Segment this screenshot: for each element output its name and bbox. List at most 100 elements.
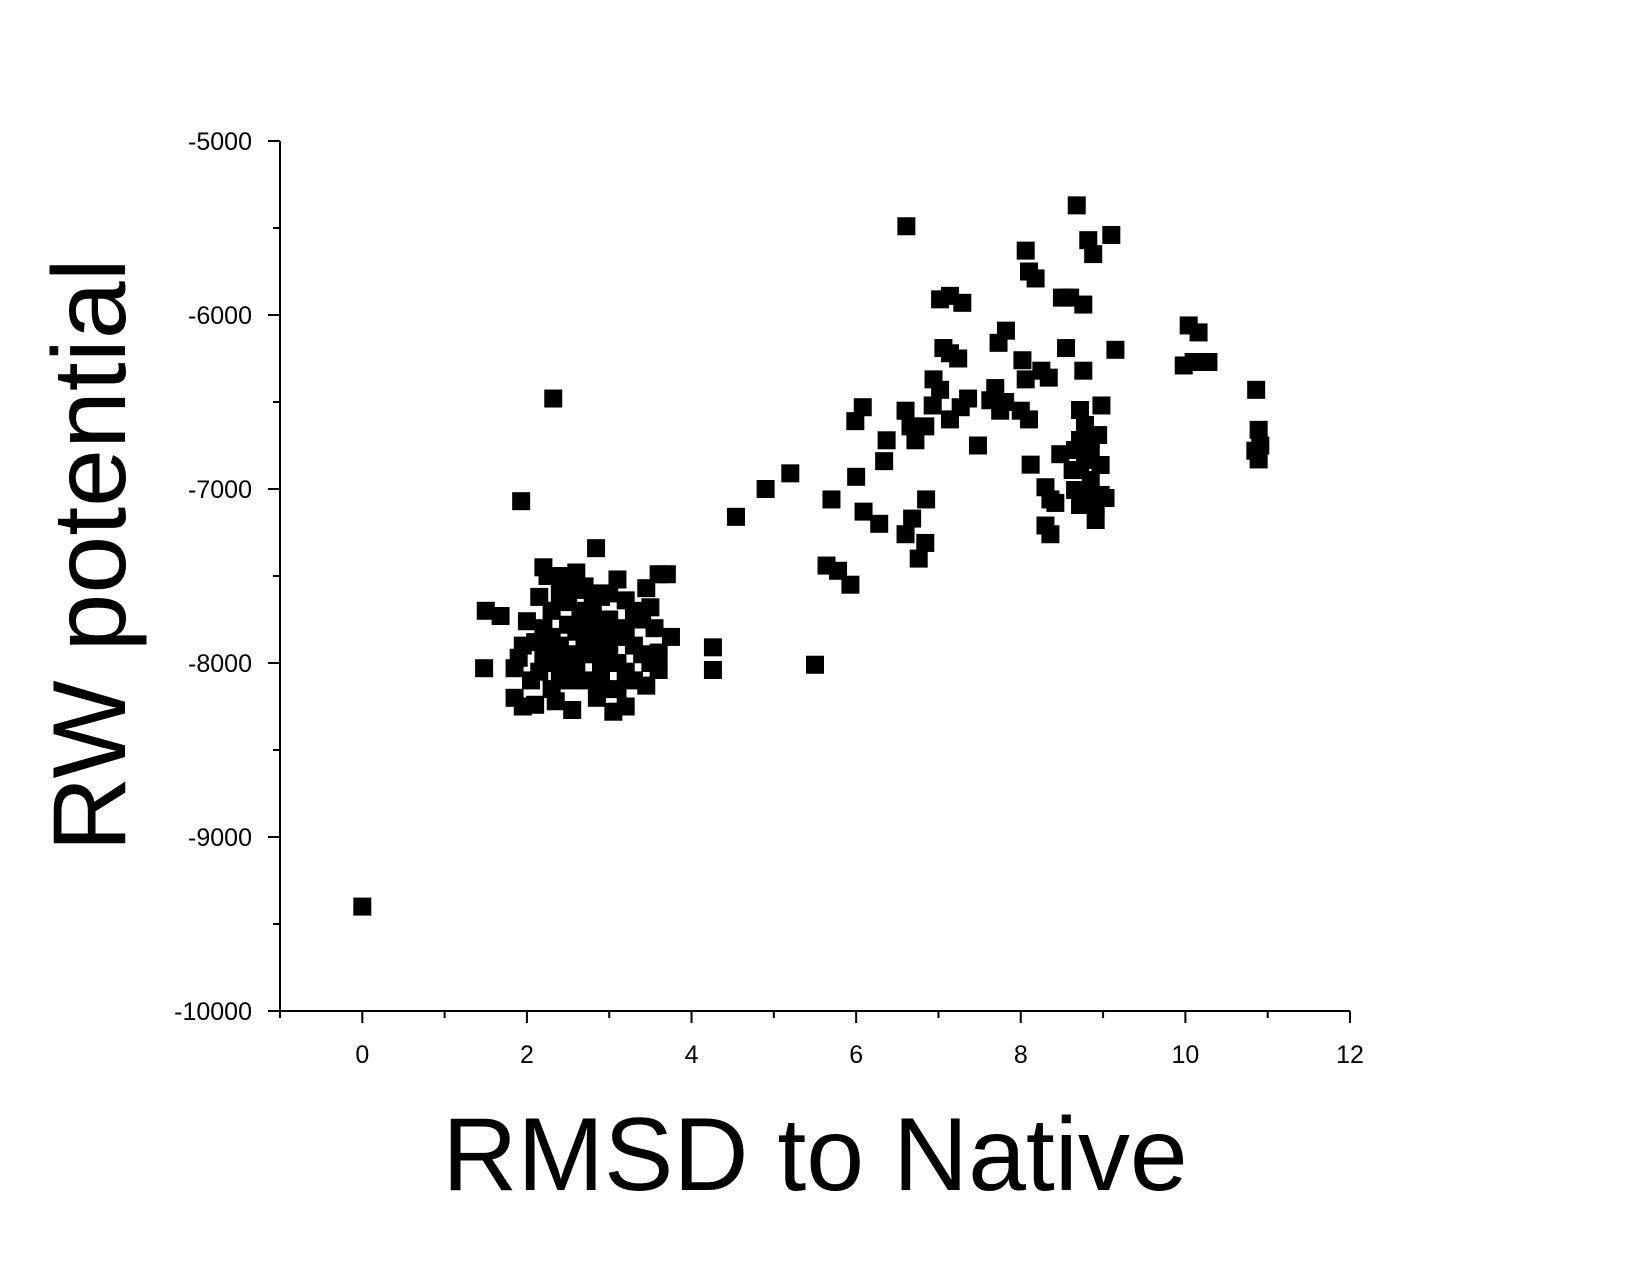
point [1246,441,1265,460]
point [1067,196,1086,215]
x-tick-label: 2 [520,1041,534,1069]
y-tick-label: -9000 [188,824,252,852]
point [475,659,494,678]
point [1102,225,1121,244]
point [661,627,680,646]
point [571,601,590,620]
point [1021,455,1040,474]
point [1013,351,1032,370]
point [645,619,664,638]
y-tick-label: -6000 [188,302,252,330]
point [616,619,635,638]
point [1051,445,1070,464]
y-tick-label: -7000 [188,476,252,504]
point [1089,426,1108,445]
point [916,533,935,552]
point [901,417,920,436]
point [1074,295,1093,314]
point [1071,401,1090,420]
point [703,638,722,657]
point [846,412,865,431]
point [1063,461,1082,480]
point [822,490,841,509]
point [953,293,972,312]
point [1189,323,1208,342]
point [596,636,615,655]
point [986,379,1005,398]
point [949,349,968,368]
x-axis-label: RMSD to Native [442,1097,1188,1213]
point [1026,269,1045,288]
point [1016,370,1035,389]
point [1184,352,1203,371]
point [897,217,916,236]
point [1041,525,1060,544]
y-tick-label: -8000 [188,650,252,678]
point [600,610,619,629]
point [1071,496,1090,515]
point [1199,352,1218,371]
point [1247,380,1266,399]
x-tick-label: 10 [1171,1041,1199,1069]
point [756,480,775,498]
x-tick-label: 6 [849,1041,863,1069]
point [1081,470,1100,489]
point [567,654,586,672]
point [870,514,889,533]
point [567,563,586,582]
point [1039,368,1058,387]
point [604,702,623,721]
point [637,579,656,598]
point [847,467,866,486]
point [491,607,510,626]
point [853,398,872,417]
point [854,502,873,521]
point [877,431,896,450]
point [587,539,606,558]
point [542,601,561,620]
point [875,452,894,471]
point [505,688,524,707]
point [1046,493,1065,512]
point [657,565,676,584]
point [542,680,561,699]
point [505,659,524,678]
point [512,492,531,511]
point [563,700,582,719]
point [959,389,978,408]
x-tick-label: 4 [685,1041,699,1069]
point [600,584,619,603]
point [530,662,549,681]
point [559,671,578,690]
point [575,671,594,690]
point [896,525,915,544]
point [1016,241,1035,260]
point [1079,231,1098,250]
point [608,680,627,699]
x-tick-label: 12 [1336,1041,1364,1069]
point [592,662,610,681]
point [476,601,495,620]
y-tick-label: -5000 [188,128,252,156]
point [530,587,549,606]
point [1249,420,1268,439]
point [517,612,536,631]
point [608,570,627,589]
point [996,321,1015,340]
x-tick-label: 8 [1014,1041,1028,1069]
point [526,633,545,652]
point [1057,339,1076,358]
point [917,490,936,509]
point [538,567,557,585]
point [968,436,987,455]
point [841,575,860,594]
point [909,549,928,568]
x-tick-label: 0 [355,1041,369,1069]
point [703,660,722,679]
point [903,509,922,528]
point [781,464,800,483]
point [624,671,643,690]
y-axis-label: RW potential [32,258,148,851]
point [1092,396,1111,415]
